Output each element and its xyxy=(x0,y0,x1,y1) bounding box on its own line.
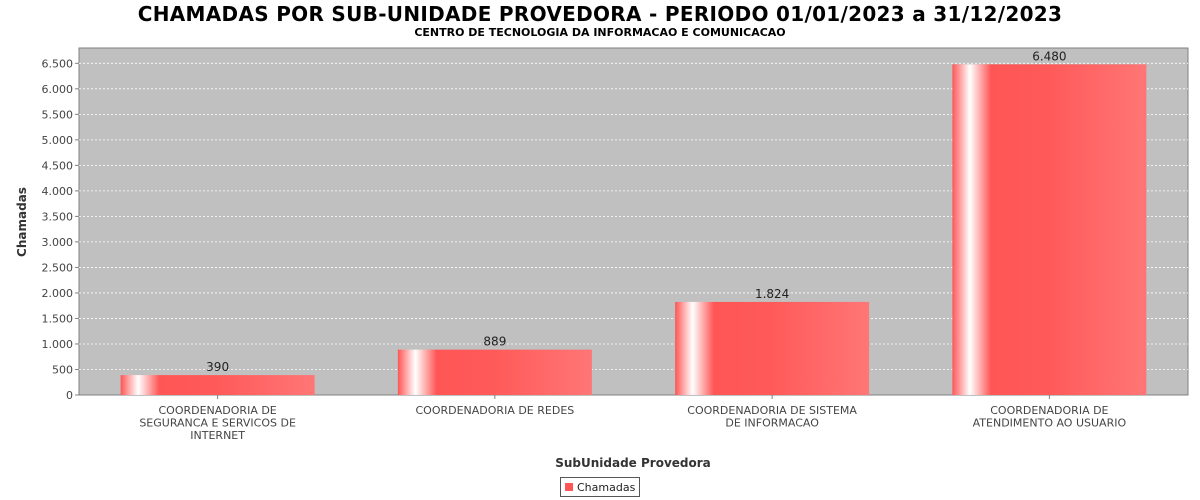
y-tick-label: 5.000 xyxy=(42,134,74,147)
x-tick-label: COORDENADORIA DE REDES xyxy=(415,404,574,417)
y-tick-label: 0 xyxy=(66,389,73,402)
bar xyxy=(120,375,315,395)
data-label: 889 xyxy=(483,335,506,349)
legend: Chamadas xyxy=(560,477,641,497)
y-tick-label: 3.000 xyxy=(42,236,74,249)
bars: 390 889 1.824 6.480 xyxy=(120,49,1147,396)
y-tick-label: 6.500 xyxy=(42,57,74,70)
y-axis-title: Chamadas xyxy=(15,187,29,257)
y-tick-label: 3.500 xyxy=(42,210,74,223)
chart-subtitle: CENTRO DE TECNOLOGIA DA INFORMACAO E COM… xyxy=(414,26,786,39)
legend-label: Chamadas xyxy=(577,480,636,494)
bar xyxy=(952,64,1147,396)
y-tick-label: 1.000 xyxy=(42,338,74,351)
y-tick-label: 4.500 xyxy=(42,159,74,172)
chart-title: CHAMADAS POR SUB-UNIDADE PROVEDORA - PER… xyxy=(137,2,1063,26)
y-tick-label: 1.500 xyxy=(42,312,74,325)
x-tick-label: INTERNET xyxy=(190,429,245,442)
x-tick-label: ATENDIMENTO AO USUARIO xyxy=(973,417,1127,430)
y-tick-label: 500 xyxy=(52,363,73,376)
y-tick-label: 4.000 xyxy=(42,185,74,198)
y-axis-ticks: 0 500 1.000 1.500 2.000 2.500 3.000 3.500 4.000 4… xyxy=(42,57,79,402)
x-tick-label: COORDENADORIA DE xyxy=(158,404,276,417)
x-tick-label: COORDENADORIA DE SISTEMA xyxy=(687,404,857,417)
x-tick-label: DE INFORMACAO xyxy=(725,417,819,430)
x-tick-label: SEGURANCA E SERVICOS DE xyxy=(139,417,296,430)
legend-swatch xyxy=(565,483,573,491)
y-tick-label: 5.500 xyxy=(42,108,74,121)
data-label: 390 xyxy=(206,360,229,374)
y-tick-label: 2.000 xyxy=(42,287,74,300)
bar xyxy=(675,301,870,395)
data-label: 6.480 xyxy=(1032,49,1066,63)
x-axis-title: SubUnidade Provedora xyxy=(555,456,711,470)
bar xyxy=(397,349,592,395)
data-label: 1.824 xyxy=(755,287,789,301)
x-tick-label: COORDENADORIA DE xyxy=(990,404,1108,417)
y-tick-label: 6.000 xyxy=(42,83,74,96)
y-tick-label: 2.500 xyxy=(42,261,74,274)
